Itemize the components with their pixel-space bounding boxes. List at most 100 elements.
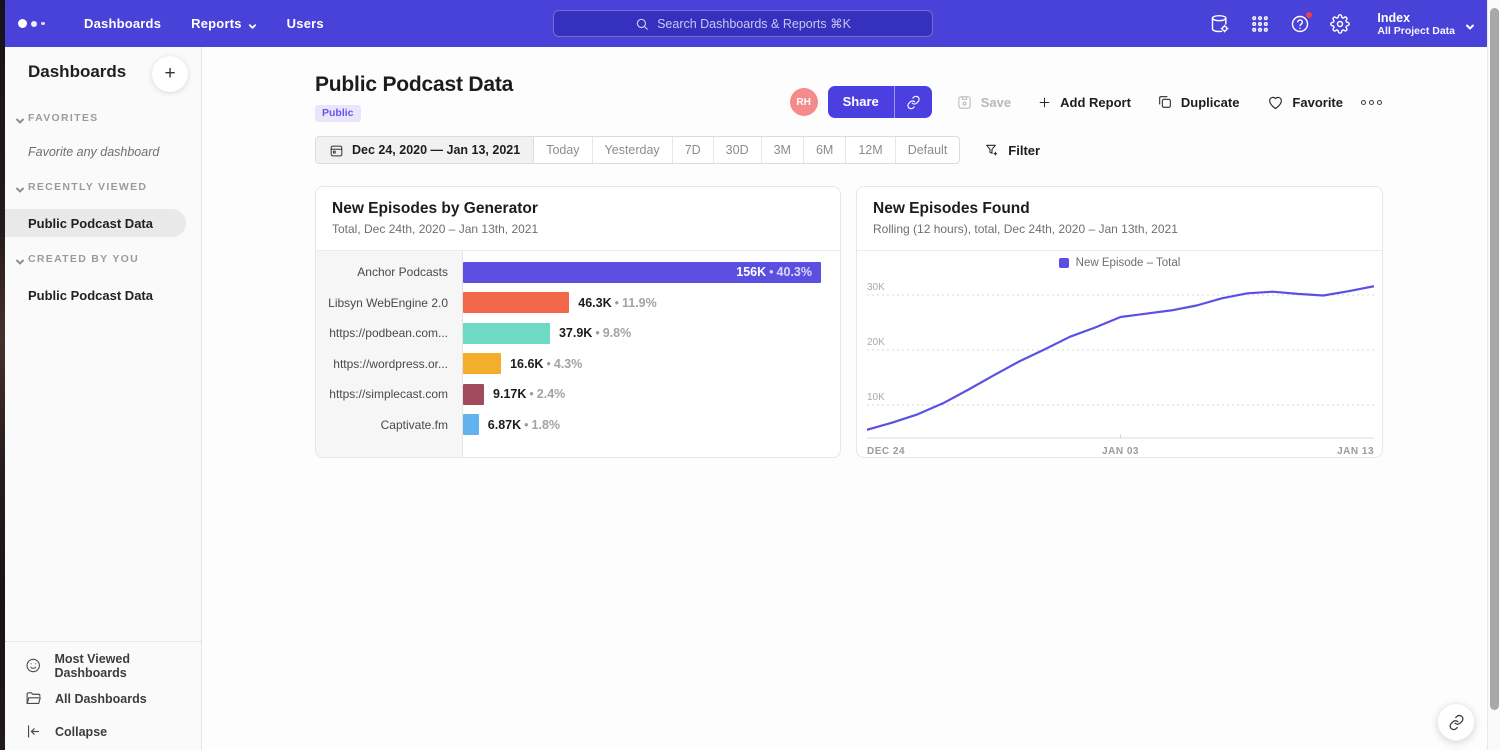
header-actions: RH Share Save Add Report Duplicate Favor… <box>790 86 1382 118</box>
bar[interactable] <box>463 353 501 374</box>
bar-category-label: Libsyn WebEngine 2.0 <box>316 296 463 310</box>
bar-category-label: https://wordpress.or... <box>316 357 463 371</box>
bar-row: https://podbean.com... 37.9K•9.8% <box>316 318 840 349</box>
bar-chart: Anchor Podcasts 156K•40.3% Libsyn WebEngin… <box>316 251 840 457</box>
date-preset-today[interactable]: Today <box>534 137 592 163</box>
sidebar-section-favorites[interactable]: FAVORITES <box>28 112 98 124</box>
ellipsis-icon <box>1361 100 1382 105</box>
line-chart-svg: 10K 20K 30K DEC 24 JAN 03 JAN 13 <box>867 271 1374 458</box>
workspace-scope: All Project Data <box>1377 25 1455 37</box>
share-split-button: Share <box>828 86 932 118</box>
bar-row: Libsyn WebEngine 2.0 46.3K•11.9% <box>316 288 840 319</box>
bar-value-label: 16.6K•4.3% <box>510 357 582 371</box>
bar-value-label: 9.17K•2.4% <box>493 387 565 401</box>
date-preset-12m[interactable]: 12M <box>846 137 895 163</box>
nav-dashboards[interactable]: Dashboards <box>84 16 161 31</box>
link-icon <box>906 95 921 110</box>
more-options-button[interactable] <box>1361 100 1382 105</box>
public-badge: Public <box>315 105 361 122</box>
line-chart: 10K 20K 30K DEC 24 JAN 03 JAN 13 <box>867 271 1374 458</box>
date-range-control: Dec 24, 2020 — Jan 13, 2021 TodayYesterd… <box>315 136 960 164</box>
legend-swatch <box>1059 258 1069 268</box>
nav-dashboards-label: Dashboards <box>84 16 161 31</box>
bar-value-label: 6.87K•1.8% <box>488 418 560 432</box>
svg-text:20K: 20K <box>867 337 885 348</box>
chevron-down-icon <box>248 19 257 28</box>
date-preset-yesterday[interactable]: Yesterday <box>593 137 673 163</box>
nav-users-label: Users <box>287 16 324 31</box>
help-icon[interactable] <box>1289 13 1310 34</box>
svg-text:10K: 10K <box>867 392 885 403</box>
search-input[interactable]: Search Dashboards & Reports ⌘K <box>553 10 933 37</box>
bar[interactable]: 156K•40.3% <box>463 262 821 283</box>
main-content: Public Podcast Data Public RH Share Save… <box>202 47 1500 750</box>
calendar-icon <box>329 143 344 158</box>
sidebar-footer: Most Viewed Dashboards All Dashboards Co… <box>5 641 201 748</box>
bar-category-label: https://podbean.com... <box>316 326 463 340</box>
bar-category-label: https://simplecast.com <box>316 387 463 401</box>
date-preset-7d[interactable]: 7D <box>673 137 714 163</box>
share-button[interactable]: Share <box>828 86 894 118</box>
screen-edge-strip <box>0 0 5 750</box>
chevron-down-icon[interactable] <box>15 113 25 123</box>
add-report-button[interactable]: Add Report <box>1037 95 1131 110</box>
svg-text:30K: 30K <box>867 282 885 293</box>
bar[interactable] <box>463 292 569 313</box>
scrollbar-thumb[interactable] <box>1490 8 1499 710</box>
smiley-icon <box>25 657 41 674</box>
bar-category-label: Captivate.fm <box>316 418 463 432</box>
search-icon <box>635 17 649 31</box>
data-sources-icon[interactable] <box>1209 13 1230 34</box>
app-logo-icon[interactable] <box>18 19 54 28</box>
apps-grid-icon[interactable] <box>1249 13 1270 34</box>
all-dashboards-button[interactable]: All Dashboards <box>5 682 201 715</box>
bar-value-label: 156K•40.3% <box>736 262 812 283</box>
date-range-button[interactable]: Dec 24, 2020 — Jan 13, 2021 <box>316 137 534 163</box>
bar[interactable] <box>463 414 479 435</box>
card-title: New Episodes by Generator <box>332 200 824 218</box>
card-new-episodes-found: New Episodes Found Rolling (12 hours), t… <box>856 186 1383 458</box>
date-preset-6m[interactable]: 6M <box>804 137 846 163</box>
collapse-sidebar-button[interactable]: Collapse <box>5 715 201 748</box>
duplicate-button[interactable]: Duplicate <box>1157 94 1240 110</box>
svg-text:JAN 03: JAN 03 <box>1102 446 1139 457</box>
top-nav: Dashboards Reports Users Search Dashboar… <box>0 0 1500 47</box>
card-new-episodes-by-generator: New Episodes by Generator Total, Dec 24t… <box>315 186 841 458</box>
date-preset-30d[interactable]: 30D <box>714 137 762 163</box>
share-link-button[interactable] <box>894 86 932 118</box>
duplicate-icon <box>1157 94 1173 110</box>
sidebar-item-public-podcast-data-selected[interactable]: Public Podcast Data <box>5 209 186 237</box>
plus-icon <box>1037 95 1052 110</box>
date-preset-3m[interactable]: 3M <box>762 137 804 163</box>
chevron-down-icon <box>1465 19 1474 28</box>
save-button[interactable]: Save <box>956 94 1011 111</box>
bar-category-label: Anchor Podcasts <box>316 265 463 279</box>
bar-row: https://simplecast.com 9.17K•2.4% <box>316 379 840 410</box>
date-preset-default[interactable]: Default <box>896 137 960 163</box>
share-link-fab[interactable] <box>1437 703 1475 741</box>
filter-button[interactable]: Filter <box>984 142 1040 158</box>
svg-text:JAN 13: JAN 13 <box>1337 446 1374 457</box>
chevron-down-icon[interactable] <box>15 254 25 264</box>
avatar[interactable]: RH <box>790 88 818 116</box>
save-icon <box>956 94 973 111</box>
nav-users[interactable]: Users <box>287 16 324 31</box>
add-dashboard-button[interactable]: + <box>152 56 188 92</box>
page-scrollbar <box>1487 0 1500 750</box>
sidebar-item-public-podcast-data[interactable]: Public Podcast Data <box>28 288 153 303</box>
sidebar-section-created-by-you[interactable]: CREATED BY YOU <box>28 253 139 265</box>
nav-reports[interactable]: Reports <box>191 16 257 31</box>
sidebar-title: Dashboards <box>28 62 126 82</box>
svg-text:DEC 24: DEC 24 <box>867 446 905 457</box>
settings-gear-icon[interactable] <box>1329 13 1350 34</box>
bar-row: https://wordpress.or... 16.6K•4.3% <box>316 349 840 380</box>
chevron-down-icon[interactable] <box>15 182 25 192</box>
bar[interactable] <box>463 384 484 405</box>
most-viewed-dashboards-button[interactable]: Most Viewed Dashboards <box>5 649 201 682</box>
favorite-button[interactable]: Favorite <box>1267 94 1343 111</box>
bar[interactable] <box>463 323 550 344</box>
workspace-switcher[interactable]: Index All Project Data <box>1377 11 1474 37</box>
bar-value-label: 46.3K•11.9% <box>578 296 657 310</box>
bar-value-label: 37.9K•9.8% <box>559 326 631 340</box>
sidebar-section-recently-viewed[interactable]: RECENTLY VIEWED <box>28 181 147 193</box>
